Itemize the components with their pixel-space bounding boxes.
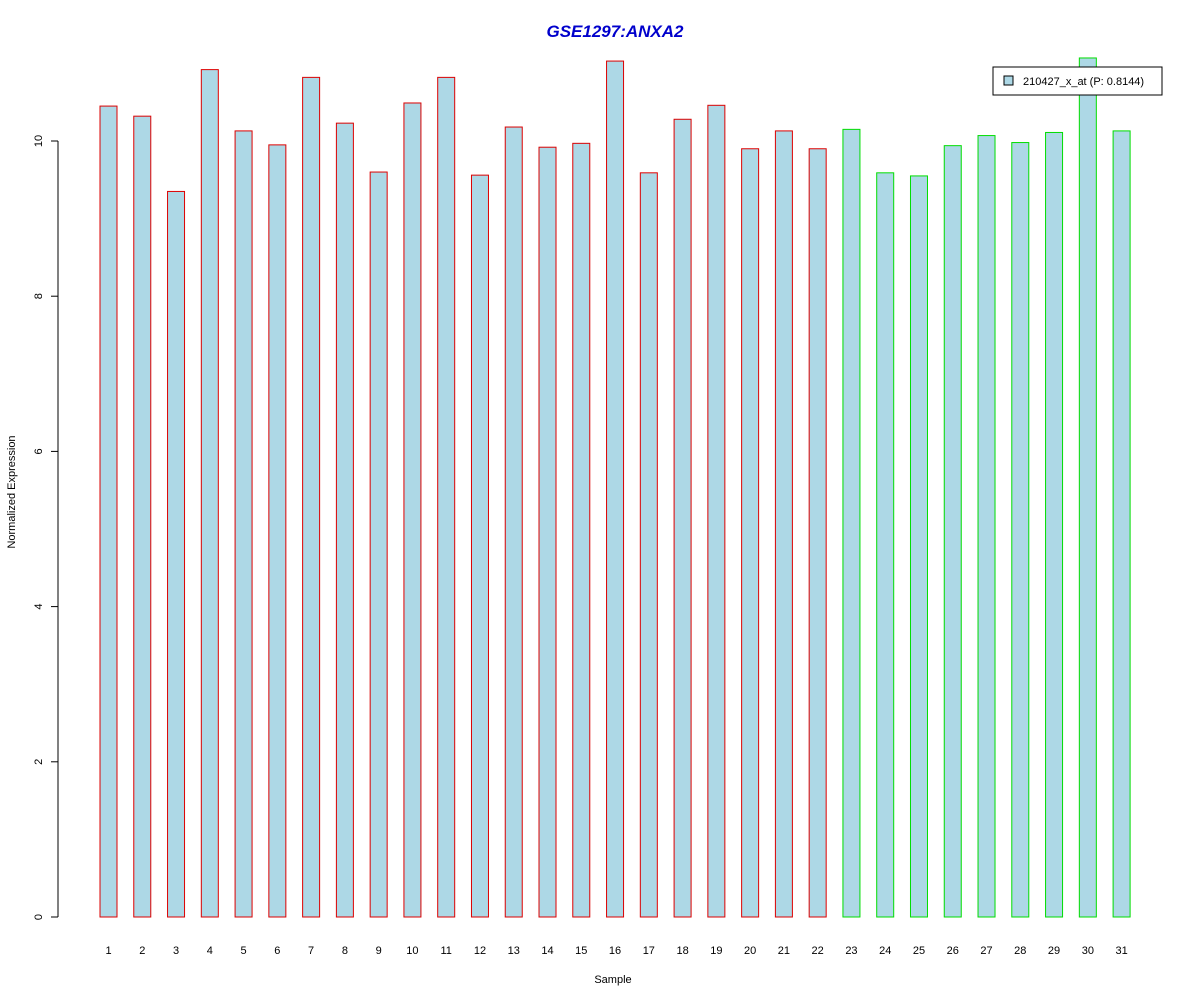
- legend-swatch: [1003, 75, 1014, 86]
- y-tick-label: 4: [33, 604, 45, 610]
- bar-sample-22: [808, 148, 827, 918]
- bar-sample-10: [403, 102, 422, 918]
- bar-sample-27: [977, 135, 996, 918]
- x-tick-label: 3: [173, 945, 179, 957]
- bar-sample-2: [133, 115, 152, 918]
- bar-sample-19: [707, 104, 726, 918]
- x-tick-label: 23: [845, 945, 857, 957]
- bars: [99, 57, 1131, 918]
- x-tick-label: 2: [139, 945, 145, 957]
- x-tick-label: 4: [207, 945, 213, 957]
- x-tick-label: 25: [913, 945, 925, 957]
- bar-sample-29: [1045, 131, 1064, 918]
- legend: 210427_x_at (P: 0.8144): [992, 66, 1163, 96]
- x-tick-label: 18: [676, 945, 688, 957]
- bar-sample-13: [504, 126, 523, 918]
- bar-sample-8: [335, 122, 354, 918]
- bar-sample-3: [167, 190, 186, 918]
- x-axis-label: Sample: [594, 974, 631, 986]
- bar-sample-20: [741, 148, 760, 918]
- y-tick-label: 2: [33, 759, 45, 765]
- x-tick-label: 6: [274, 945, 280, 957]
- x-tick-label: 26: [947, 945, 959, 957]
- bar-sample-15: [572, 142, 591, 918]
- bar-sample-12: [470, 174, 489, 918]
- x-tick-label: 29: [1048, 945, 1060, 957]
- y-tick-label: 10: [33, 135, 45, 147]
- bar-sample-16: [606, 60, 625, 918]
- bar-sample-1: [99, 105, 118, 918]
- y-tick-label: 6: [33, 448, 45, 454]
- x-tick-label: 9: [376, 945, 382, 957]
- bar-sample-14: [538, 146, 557, 918]
- bar-sample-23: [842, 128, 861, 918]
- x-tick-label: 30: [1082, 945, 1094, 957]
- bar-sample-26: [943, 145, 962, 918]
- x-tick-label: 7: [308, 945, 314, 957]
- bar-sample-11: [437, 76, 456, 918]
- bar-sample-17: [639, 172, 658, 918]
- x-tick-label: 10: [406, 945, 418, 957]
- bar-sample-31: [1112, 130, 1131, 918]
- x-tick-labels: 1 2 3 4 5 6 7 8 9 10 11 12 13 14 15 16 17 18 19 20 21 22 23 24 2…: [105, 945, 1127, 957]
- bar-sample-25: [909, 175, 928, 918]
- x-tick-label: 8: [342, 945, 348, 957]
- bar-sample-21: [774, 130, 793, 918]
- x-tick-label: 14: [541, 945, 553, 957]
- bar-sample-28: [1011, 142, 1030, 918]
- x-tick-label: 16: [609, 945, 621, 957]
- x-tick-label: 31: [1115, 945, 1127, 957]
- bar-sample-7: [302, 76, 321, 918]
- bar-sample-4: [200, 69, 219, 918]
- bar-sample-6: [268, 144, 287, 918]
- x-tick-label: 21: [778, 945, 790, 957]
- x-tick-label: 15: [575, 945, 587, 957]
- x-tick-label: 13: [508, 945, 520, 957]
- x-tick-label: 22: [812, 945, 824, 957]
- y-tick-label: 0: [33, 914, 45, 920]
- legend-box: [992, 66, 1163, 96]
- x-tick-label: 11: [440, 945, 451, 957]
- x-tick-label: 27: [980, 945, 992, 957]
- legend-label: 210427_x_at (P: 0.8144): [1023, 76, 1144, 88]
- x-tick-label: 24: [879, 945, 891, 957]
- bar-sample-30: [1078, 57, 1097, 918]
- x-tick-label: 19: [710, 945, 722, 957]
- x-tick-label: 28: [1014, 945, 1026, 957]
- x-tick-label: 20: [744, 945, 756, 957]
- bar-sample-24: [876, 172, 895, 918]
- bar-sample-9: [369, 171, 388, 918]
- x-tick-label: 12: [474, 945, 486, 957]
- y-tick-label: 8: [33, 293, 45, 299]
- bar-sample-18: [673, 118, 692, 918]
- bar-sample-5: [234, 130, 253, 918]
- x-tick-label: 1: [105, 945, 111, 957]
- y-axis: 0 2 4 6 8 10: [33, 135, 59, 920]
- x-tick-label: 17: [643, 945, 655, 957]
- chart-title: GSE1297:ANXA2: [546, 22, 684, 41]
- y-axis-label: Normalized Expression: [6, 435, 18, 548]
- x-tick-label: 5: [241, 945, 247, 957]
